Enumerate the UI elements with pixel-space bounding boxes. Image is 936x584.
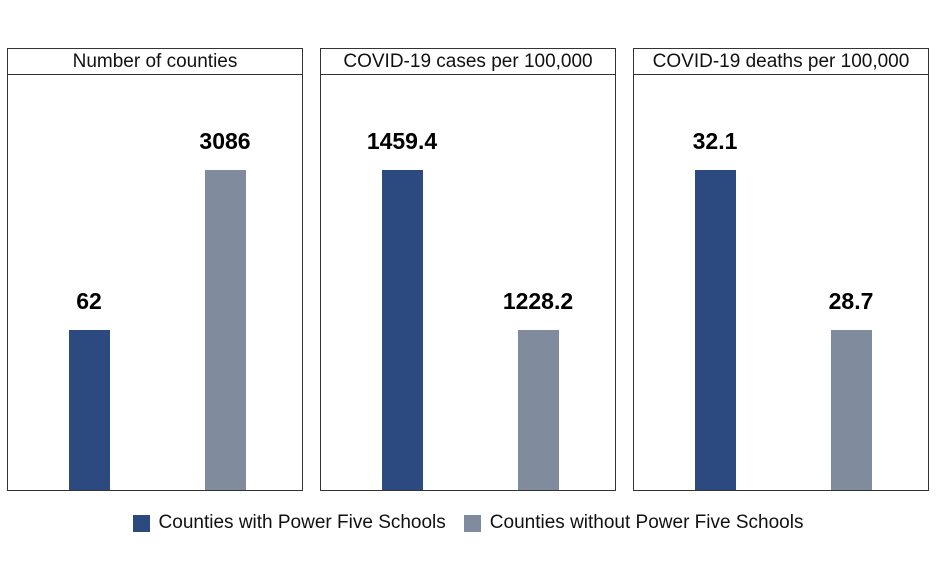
chart-panel-cases: COVID-19 cases per 100,000 1459.4 1228.2	[320, 48, 616, 491]
legend: Counties with Power Five Schools Countie…	[0, 508, 936, 538]
legend-item-with: Counties with Power Five Schools	[132, 512, 446, 534]
value-label-counties-without: 3086	[199, 128, 251, 154]
legend-label-with: Counties with Power Five Schools	[158, 512, 446, 533]
bar-counties-without	[204, 170, 246, 490]
bar-cases-with	[381, 170, 423, 490]
plot-area-deaths: 32.1 28.7	[634, 75, 928, 490]
value-label-cases-with: 1459.4	[366, 128, 438, 154]
value-label-counties-with: 62	[76, 288, 102, 314]
bar-deaths-with	[694, 170, 736, 490]
legend-item-without: Counties without Power Five Schools	[463, 512, 804, 534]
value-label-cases-without: 1228.2	[502, 288, 574, 314]
plot-area-cases: 1459.4 1228.2	[321, 75, 615, 490]
chart-panel-counties: Number of counties 62 3086	[7, 48, 303, 491]
bar-counties-with	[68, 330, 110, 490]
value-label-deaths-with: 32.1	[692, 128, 738, 154]
value-label-deaths-without: 28.7	[828, 288, 874, 314]
plot-area-counties: 62 3086	[8, 75, 302, 490]
legend-swatch-with	[132, 514, 150, 532]
panel-title-cases: COVID-19 cases per 100,000	[321, 49, 615, 75]
bar-deaths-without	[830, 330, 872, 490]
bar-cases-without	[517, 330, 559, 490]
legend-label-without: Counties without Power Five Schools	[489, 512, 804, 533]
panel-title-counties: Number of counties	[8, 49, 302, 75]
legend-swatch-without	[463, 514, 481, 532]
chart-panel-deaths: COVID-19 deaths per 100,000 32.1 28.7	[633, 48, 929, 491]
panel-title-deaths: COVID-19 deaths per 100,000	[634, 49, 928, 75]
